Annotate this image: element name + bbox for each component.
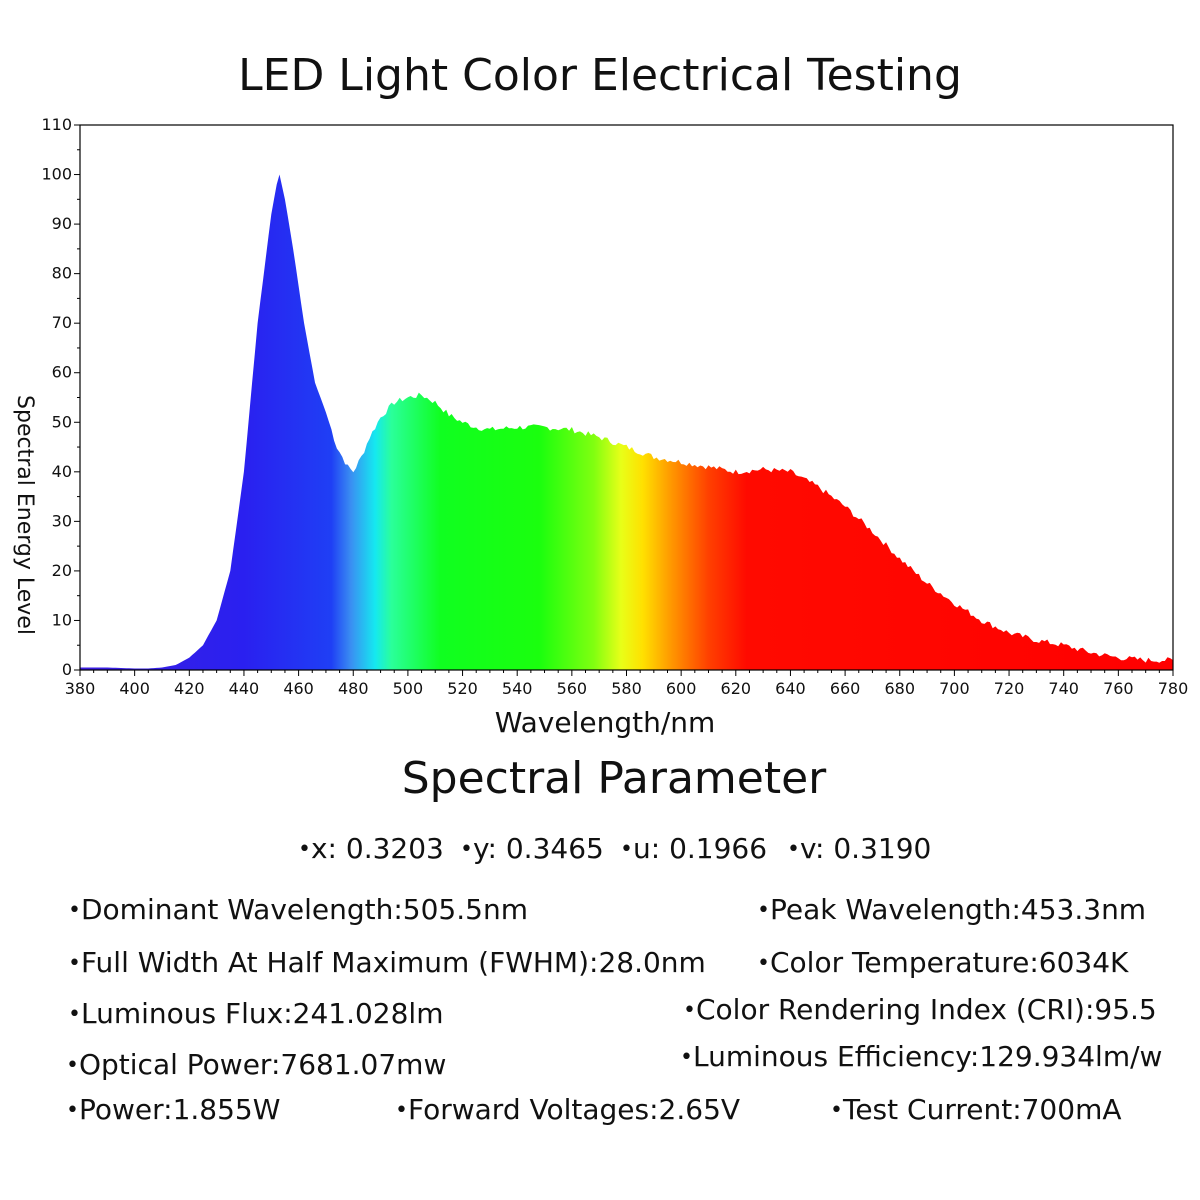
- x-tick-label: 760: [1103, 679, 1134, 698]
- param-v-value: v: 0.3190: [799, 832, 932, 865]
- y-tick-label: 10: [52, 610, 72, 629]
- fwhm-value: Full Width At Half Maximum (FWHM):28.0nm: [80, 946, 706, 979]
- forward-voltage-value: Forward Voltages:2.65V: [407, 1093, 741, 1126]
- param-fwhm: •Full Width At Half Maximum (FWHM):28.0n…: [68, 946, 706, 980]
- x-tick-label: 600: [666, 679, 697, 698]
- spectrum-chart: 380 400 420 440 460 480 500 520 540 560 580 600 620 6…: [12, 115, 1189, 739]
- param-test-current: •Test Current:700mA: [830, 1093, 1122, 1127]
- param-v: •v: 0.3190: [787, 832, 931, 866]
- y-tick-label: 100: [41, 165, 72, 184]
- x-tick-label: 440: [229, 679, 260, 698]
- x-tick-label: 720: [994, 679, 1025, 698]
- param-x-value: x: 0.3203: [310, 832, 444, 865]
- y-tick-label: 90: [52, 214, 72, 233]
- param-optical-power: •Optical Power:7681.07mw: [66, 1048, 446, 1082]
- bullet: •: [68, 898, 81, 923]
- power-value: Power:1.855W: [78, 1093, 281, 1126]
- x-axis: 380 400 420 440 460 480 500 520 540 560 580 600 620 6…: [65, 670, 1189, 698]
- y-tick-label: 0: [62, 660, 72, 679]
- param-peak-wavelength: •Peak Wavelength:453.3nm: [757, 893, 1146, 927]
- param-luminous-efficiency: •Luminous Efficiency:129.934lm/w: [680, 1040, 1162, 1074]
- y-tick-label: 40: [52, 462, 72, 481]
- param-dominant-wavelength: •Dominant Wavelength:505.5nm: [68, 893, 528, 927]
- param-y: •y: 0.3465: [460, 832, 604, 866]
- x-tick-label: 480: [338, 679, 369, 698]
- bullet: •: [757, 898, 770, 923]
- y-tick-label: 20: [52, 561, 72, 580]
- bullet: •: [395, 1098, 408, 1123]
- luminous-flux-value: Luminous Flux:241.028lm: [80, 997, 444, 1030]
- bullet: •: [680, 1045, 693, 1070]
- y-tick-label: 60: [52, 363, 72, 382]
- y-tick-label: 50: [52, 412, 72, 431]
- param-color-temperature: •Color Temperature:6034K: [757, 946, 1128, 980]
- param-u: •u: 0.1966: [620, 832, 767, 866]
- param-forward-voltage: •Forward Voltages:2.65V: [395, 1093, 740, 1127]
- x-tick-label: 520: [447, 679, 478, 698]
- chart-title: LED Light Color Electrical Testing: [238, 50, 962, 101]
- x-tick-label: 740: [1048, 679, 1079, 698]
- x-tick-label: 420: [174, 679, 205, 698]
- y-tick-label: 30: [52, 511, 72, 530]
- x-tick-label: 620: [721, 679, 752, 698]
- param-y-value: y: 0.3465: [472, 832, 604, 865]
- x-axis-label: Wavelength/nm: [495, 706, 716, 739]
- bullet: •: [830, 1098, 843, 1123]
- spectral-parameter-title: Spectral Parameter: [401, 753, 827, 804]
- bullet: •: [68, 951, 81, 976]
- bullet: •: [460, 837, 473, 862]
- x-tick-label: 400: [119, 679, 150, 698]
- x-tick-label: 680: [884, 679, 915, 698]
- x-tick-label: 580: [611, 679, 642, 698]
- x-tick-label: 560: [557, 679, 588, 698]
- dominant-wavelength-value: Dominant Wavelength:505.5nm: [80, 893, 528, 926]
- peak-wavelength-value: Peak Wavelength:453.3nm: [769, 893, 1147, 926]
- bullet: •: [68, 1002, 81, 1027]
- luminous-efficiency-value: Luminous Efficiency:129.934lm/w: [692, 1040, 1163, 1073]
- bullet: •: [757, 951, 770, 976]
- param-cri: •Color Rendering Index (CRI):95.5: [683, 993, 1157, 1027]
- y-tick-label: 110: [41, 115, 72, 134]
- x-tick-label: 640: [775, 679, 806, 698]
- bullet: •: [66, 1053, 79, 1078]
- param-power: •Power:1.855W: [66, 1093, 280, 1127]
- x-tick-label: 660: [830, 679, 861, 698]
- param-luminous-flux: •Luminous Flux:241.028lm: [68, 997, 443, 1031]
- bullet: •: [683, 998, 696, 1023]
- y-axis-label: Spectral Energy Level: [12, 395, 37, 635]
- bullet: •: [620, 837, 633, 862]
- x-tick-label: 700: [939, 679, 970, 698]
- test-current-value: Test Current:700mA: [842, 1093, 1122, 1126]
- y-tick-label: 70: [52, 313, 72, 332]
- bullet: •: [66, 1098, 79, 1123]
- y-axis: 0 10 20 30 40 50 60 70 80 90 100 110: [41, 115, 80, 679]
- y-tick-label: 80: [52, 264, 72, 283]
- param-u-value: u: 0.1966: [632, 832, 768, 865]
- x-tick-label: 540: [502, 679, 533, 698]
- optical-power-value: Optical Power:7681.07mw: [78, 1048, 447, 1081]
- x-tick-label: 460: [283, 679, 314, 698]
- x-tick-label: 500: [393, 679, 424, 698]
- color-temperature-value: Color Temperature:6034K: [769, 946, 1129, 979]
- spectrum-area: [80, 174, 1173, 670]
- cri-value: Color Rendering Index (CRI):95.5: [695, 993, 1157, 1026]
- param-x: •x: 0.3203: [298, 832, 444, 866]
- bullet: •: [787, 837, 800, 862]
- bullet: •: [298, 837, 311, 862]
- x-tick-label: 380: [65, 679, 96, 698]
- plot-area: [79, 124, 1174, 671]
- x-tick-label: 780: [1158, 679, 1189, 698]
